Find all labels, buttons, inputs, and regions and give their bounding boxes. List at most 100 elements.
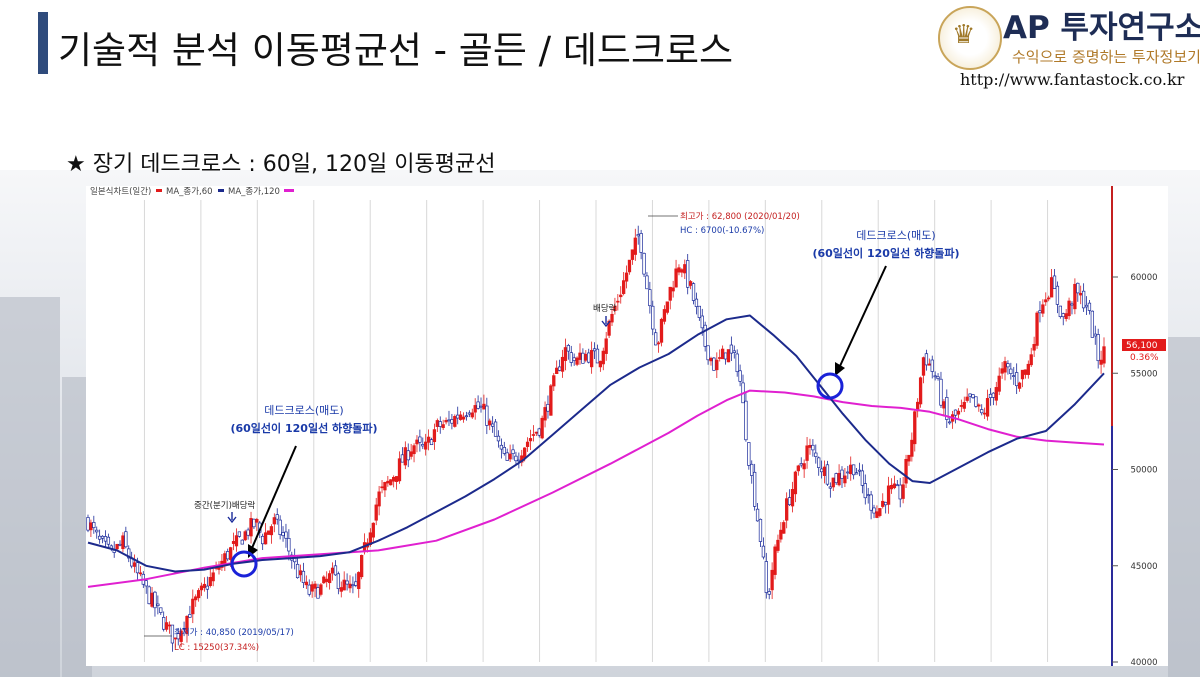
candle-body: [709, 357, 713, 362]
candle-body: [424, 441, 428, 450]
candle-body: [656, 342, 661, 345]
candle-body: [211, 572, 215, 582]
candle-body: [910, 439, 914, 457]
candle-body: [298, 570, 303, 576]
candle-body: [1000, 368, 1004, 374]
legend-ma60: MA_종가,60: [166, 187, 213, 197]
candle-body: [100, 535, 105, 539]
candle-body: [435, 420, 439, 427]
candle-body: [834, 473, 838, 484]
candle-body: [1067, 300, 1071, 317]
candle-body: [394, 476, 399, 482]
candle-body: [857, 469, 862, 472]
candle-body: [438, 421, 442, 427]
candle-body: [295, 563, 300, 579]
candle-body: [811, 444, 815, 451]
candlestick-series: [86, 225, 1106, 652]
candle-body: [307, 584, 311, 595]
candle-body: [1029, 354, 1033, 366]
candle-body: [444, 420, 448, 423]
candle-body: [980, 409, 984, 414]
high-annotation: 최고가 : 62,800 (2020/01/20) HC : 6700(-10.…: [648, 211, 800, 236]
candle-body: [1049, 277, 1054, 298]
candle-body: [863, 483, 867, 499]
candle-body: [272, 517, 276, 525]
candle-body: [860, 470, 865, 486]
candle-body: [854, 472, 859, 475]
candle-body: [543, 407, 547, 421]
candle-body: [688, 281, 693, 286]
candle-body: [776, 539, 780, 551]
candle-body: [822, 466, 827, 476]
candle-body: [263, 532, 268, 545]
candle-body: [889, 484, 894, 490]
candle-body: [750, 463, 754, 476]
candle-body: [121, 535, 125, 550]
candle-body: [360, 554, 364, 578]
candle-body: [159, 607, 163, 613]
candle-body: [1058, 305, 1062, 318]
candle-body: [624, 272, 629, 282]
candle-body: [514, 455, 518, 462]
candle-body: [132, 562, 137, 567]
price-axis: 40000 45000 50000 55000 60000: [1111, 186, 1158, 666]
candle-body: [310, 584, 314, 592]
candle-body: [654, 332, 658, 346]
candle-body: [304, 581, 308, 586]
candle-body: [1006, 363, 1010, 368]
candle-body: [342, 579, 346, 591]
candle-body: [715, 359, 719, 371]
candle-body: [354, 581, 358, 586]
candle-body: [645, 275, 649, 290]
candle-body: [313, 583, 317, 589]
candle-body: [930, 359, 934, 372]
candle-body: [458, 414, 463, 420]
candle-body: [261, 535, 265, 545]
candle-body: [779, 529, 783, 540]
candle-body: [927, 363, 931, 366]
candle-body: [1081, 290, 1086, 309]
candle-body: [869, 494, 873, 511]
candle-body: [351, 584, 355, 587]
candle-body: [683, 264, 687, 274]
candle-body: [1044, 299, 1048, 303]
candle-body: [89, 522, 93, 531]
candle-body: [429, 439, 434, 446]
brand-tagline: 수익으로 증명하는 투자정보기업: [1012, 48, 1200, 66]
candle-body: [202, 583, 207, 588]
candle-body: [464, 415, 469, 418]
candle-body: [956, 410, 961, 415]
candle-body: [493, 421, 498, 437]
candle-body: [281, 532, 285, 537]
candle-body: [796, 465, 800, 472]
candle-body: [686, 260, 690, 288]
candle-body: [924, 353, 929, 366]
last-price-change: 0.36%: [1130, 353, 1159, 363]
candle-body: [694, 298, 699, 307]
page-title: 기술적 분석 이동평균선 - 골든 / 데드크로스: [58, 29, 734, 72]
candle-body: [234, 535, 239, 547]
candle-body: [322, 576, 326, 584]
candle-body: [697, 305, 701, 318]
candle-body: [901, 484, 905, 499]
candle-body: [485, 405, 489, 426]
candle-body: [421, 444, 425, 447]
candle-body: [208, 577, 212, 586]
candle-body: [555, 367, 559, 374]
candle-body: [1003, 361, 1007, 373]
candle-body: [188, 614, 192, 618]
legend-price: 일본식차트(일간): [90, 186, 151, 197]
candle-body: [732, 350, 736, 353]
candle-body: [92, 522, 96, 529]
candle-body: [1087, 302, 1092, 311]
candle-body: [205, 585, 210, 590]
stock-price-chart: 40000 45000 50000 55000 60000 일본식차트(일간) MA_종…: [86, 186, 1168, 666]
brand-url[interactable]: http://www.fantastock.co.kr: [960, 70, 1185, 89]
candle-body: [502, 446, 506, 454]
candle-body: [246, 529, 250, 536]
candle-body: [1090, 310, 1095, 338]
candle-body: [630, 249, 635, 260]
candle-body: [735, 353, 739, 373]
candle-body: [377, 491, 381, 507]
candle-body: [764, 561, 768, 593]
